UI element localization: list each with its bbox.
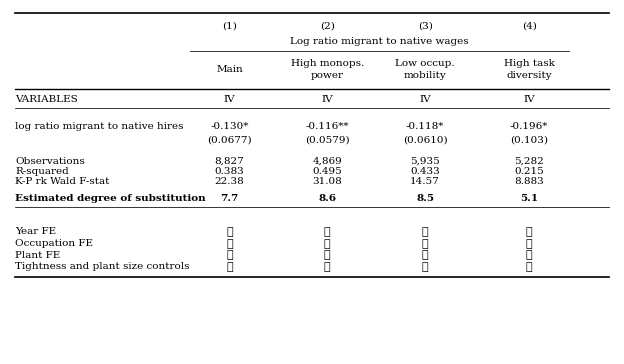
Text: 5,282: 5,282 (514, 157, 544, 166)
Text: ✓: ✓ (324, 262, 331, 272)
Text: 22.38: 22.38 (215, 177, 245, 186)
Text: High monops.
power: High monops. power (291, 59, 364, 80)
Text: (3): (3) (417, 21, 432, 30)
Text: -0.130*: -0.130* (210, 122, 248, 131)
Text: (0.103): (0.103) (510, 135, 548, 145)
Text: Low occup.
mobility: Low occup. mobility (396, 59, 455, 80)
Text: Year FE: Year FE (16, 228, 57, 237)
Text: 0.433: 0.433 (410, 167, 440, 176)
Text: 0.215: 0.215 (514, 167, 544, 176)
Text: Occupation FE: Occupation FE (16, 239, 94, 248)
Text: ✓: ✓ (422, 227, 429, 237)
Text: -0.118*: -0.118* (406, 122, 444, 131)
Text: K-P rk Wald F-stat: K-P rk Wald F-stat (16, 177, 110, 186)
Text: ✓: ✓ (226, 250, 233, 260)
Text: (4): (4) (522, 21, 537, 30)
Text: 31.08: 31.08 (313, 177, 342, 186)
Text: -0.196*: -0.196* (510, 122, 548, 131)
Text: VARIABLES: VARIABLES (16, 95, 78, 104)
Text: Observations: Observations (16, 157, 85, 166)
Text: Main: Main (216, 65, 243, 74)
Text: 7.7: 7.7 (220, 194, 238, 202)
Text: (0.0677): (0.0677) (207, 135, 251, 145)
Text: ✓: ✓ (226, 227, 233, 237)
Text: Log ratio migrant to native wages: Log ratio migrant to native wages (290, 37, 469, 46)
Text: 5,935: 5,935 (410, 157, 440, 166)
Text: ✓: ✓ (526, 262, 532, 272)
Text: 8.5: 8.5 (416, 194, 434, 202)
Text: ✓: ✓ (526, 250, 532, 260)
Text: ✓: ✓ (422, 239, 429, 249)
Text: (2): (2) (320, 21, 334, 30)
Text: ✓: ✓ (526, 227, 532, 237)
Text: IV: IV (321, 95, 333, 104)
Text: 14.57: 14.57 (410, 177, 440, 186)
Text: (0.0610): (0.0610) (403, 135, 447, 145)
Text: ✓: ✓ (526, 239, 532, 249)
Text: ✓: ✓ (422, 262, 429, 272)
Text: 5.1: 5.1 (520, 194, 538, 202)
Text: Tightness and plant size controls: Tightness and plant size controls (16, 262, 190, 272)
Text: 8,827: 8,827 (215, 157, 245, 166)
Text: IV: IV (524, 95, 535, 104)
Text: 0.383: 0.383 (215, 167, 245, 176)
Text: Plant FE: Plant FE (16, 251, 61, 260)
Text: IV: IV (419, 95, 431, 104)
Text: 4,869: 4,869 (313, 157, 342, 166)
Text: Estimated degree of substitution: Estimated degree of substitution (16, 194, 206, 202)
Text: R-squared: R-squared (16, 167, 69, 176)
Text: log ratio migrant to native hires: log ratio migrant to native hires (16, 122, 184, 131)
Text: ✓: ✓ (226, 239, 233, 249)
Text: ✓: ✓ (422, 250, 429, 260)
Text: 8.883: 8.883 (514, 177, 544, 186)
Text: 8.6: 8.6 (318, 194, 336, 202)
Text: (1): (1) (222, 21, 237, 30)
Text: 0.495: 0.495 (313, 167, 342, 176)
Text: High task
diversity: High task diversity (504, 59, 555, 80)
Text: ✓: ✓ (324, 227, 331, 237)
Text: ✓: ✓ (226, 262, 233, 272)
Text: (0.0579): (0.0579) (305, 135, 349, 145)
Text: IV: IV (223, 95, 235, 104)
Text: ✓: ✓ (324, 239, 331, 249)
Text: -0.116**: -0.116** (306, 122, 349, 131)
Text: ✓: ✓ (324, 250, 331, 260)
